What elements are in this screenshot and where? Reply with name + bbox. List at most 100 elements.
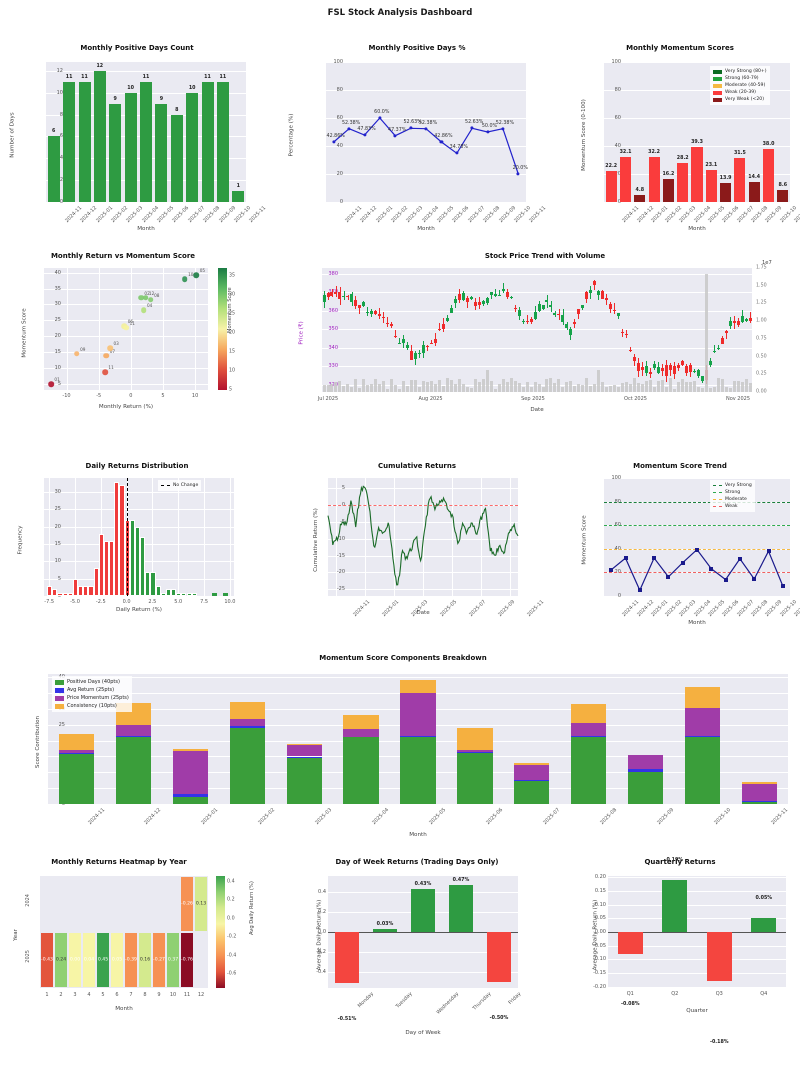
volume-bar — [366, 384, 370, 392]
stacked-bar-segment — [457, 753, 493, 804]
volume-bar — [696, 387, 700, 392]
candle-body — [541, 305, 545, 309]
gridline-horizontal — [322, 329, 752, 331]
candle-body — [350, 293, 354, 302]
bar-value-label: -0.50% — [489, 1015, 509, 1021]
y-axis-tick-volume: 0.50 — [756, 354, 767, 360]
volume-bar — [712, 387, 716, 392]
heatmap-cell — [180, 876, 194, 932]
legend-swatch — [55, 679, 64, 685]
volume-bar — [434, 384, 437, 392]
candle-body — [585, 292, 589, 300]
gridline-horizontal — [44, 304, 208, 306]
scatter-point — [142, 295, 149, 301]
gridline-horizontal — [44, 596, 234, 597]
volume-bar — [581, 384, 585, 392]
bar-value-label: 0.43% — [414, 882, 432, 887]
legend-dash — [713, 485, 722, 486]
scatter-point-label: 11 — [129, 320, 135, 326]
volume-bar — [668, 378, 672, 392]
legend-label: Very Strong (80+) — [725, 69, 767, 74]
stacked-bar-segment — [628, 772, 664, 804]
volume-bar — [684, 382, 688, 392]
data-point-positive-days-pct — [516, 172, 520, 176]
plot-area-momentum-trend: 0 20 40 60 80 100 2024-11 2024-12 2025-01 2025-02… — [604, 475, 800, 618]
point-value-label: 52.63% — [403, 120, 422, 126]
x-axis-tick: 0.0 — [122, 599, 131, 605]
volume-bar — [477, 382, 481, 392]
bar-quarterly — [751, 918, 777, 932]
scatter-point-label: 04 — [147, 303, 153, 309]
volume-bar — [430, 381, 433, 392]
gridline-horizontal — [604, 478, 790, 479]
stacked-bar-segment — [115, 737, 151, 804]
volume-bar — [736, 380, 740, 392]
y-axis-tick: 30 — [54, 301, 61, 308]
gridline-horizontal — [44, 383, 208, 385]
heatmap-cell — [152, 932, 166, 988]
legend-returns-histogram: No Change — [158, 480, 202, 491]
stacked-bar-segment — [400, 735, 436, 738]
zero-axis-line — [328, 932, 518, 933]
volume-bar — [553, 382, 557, 392]
bar-positive-days — [124, 92, 137, 202]
y-axis-tick: -0.2 — [316, 949, 326, 955]
x-axis-label-monthly-heatmap: Month — [115, 1006, 133, 1012]
heatmap-cell — [68, 932, 82, 988]
candle-wick — [626, 329, 628, 338]
point-value-label: 47.83% — [357, 127, 376, 132]
x-axis-tick: Monday — [356, 991, 375, 1010]
x-axis-label-day-of-week: Day of Week — [405, 1030, 441, 1036]
bar-positive-days — [170, 114, 183, 202]
chart-title-quarterly-returns: Quarterly Returns — [644, 858, 716, 866]
bar-day-of-week — [335, 932, 359, 983]
y-axis-tick-price: 340 — [328, 344, 338, 351]
candle-body — [461, 293, 465, 300]
bar-value-label: 10 — [188, 85, 196, 91]
heatmap-cell — [110, 932, 124, 988]
stacked-bar-segment — [343, 736, 379, 738]
gridline-horizontal — [322, 310, 752, 312]
gridline-vertical — [49, 478, 51, 596]
colorbar-monthly-heatmap: 0.4 0.2 0.0 -0.2 -0.4 -0.6 — [216, 876, 236, 988]
gridline-horizontal — [608, 918, 786, 920]
legend-label: Consistency (10pts) — [67, 703, 117, 709]
gridline-horizontal — [608, 945, 786, 947]
candle-body — [445, 317, 449, 321]
x-axis-label-cumulative-returns: Date — [416, 610, 430, 616]
y-axis-tick: 5 — [57, 575, 61, 582]
bar-positive-days — [186, 92, 199, 202]
data-point-momentum-trend — [723, 577, 728, 582]
volume-bar — [577, 384, 581, 392]
bar-value-label: 32.2 — [648, 149, 661, 155]
histogram-bar — [103, 540, 110, 596]
colorbar-tick: 30 — [229, 292, 236, 298]
volume-bar — [390, 379, 394, 392]
y-axis-tick: 0.2 — [318, 909, 326, 915]
y-axis-tick: 35 — [54, 285, 61, 292]
x-axis-tick: 2024-12 — [143, 807, 163, 827]
candle-wick — [335, 285, 337, 297]
candle-wick — [399, 337, 401, 344]
gridline-vertical — [98, 268, 100, 390]
no-change-line — [126, 478, 128, 596]
candle-body — [557, 313, 561, 315]
volume-bar — [382, 380, 386, 392]
x-axis-label-price-volume: Date — [530, 407, 544, 413]
chart-title-day-of-week: Day of Week Returns (Trading Days Only) — [335, 858, 499, 866]
y-axis-tick: 12 — [56, 67, 63, 74]
panel-price-volume: Stock Price Trend with Volume 3203303403… — [292, 252, 798, 420]
zero-axis-line — [608, 932, 786, 933]
x-axis-tick: 2025-02 — [257, 807, 277, 827]
gridline-horizontal — [608, 986, 786, 988]
volume-bar — [621, 382, 625, 392]
gridline-vertical — [229, 478, 231, 596]
gridline-vertical — [152, 478, 154, 596]
x-axis-label-returns-histogram: Daily Return (%) — [116, 607, 162, 613]
candle-body — [509, 296, 513, 298]
stacked-bar-segment — [685, 737, 721, 804]
stacked-bar-segment — [457, 727, 493, 751]
bar-quarterly — [706, 932, 732, 982]
candle-body — [537, 304, 541, 311]
heatmap-cell — [138, 932, 152, 988]
